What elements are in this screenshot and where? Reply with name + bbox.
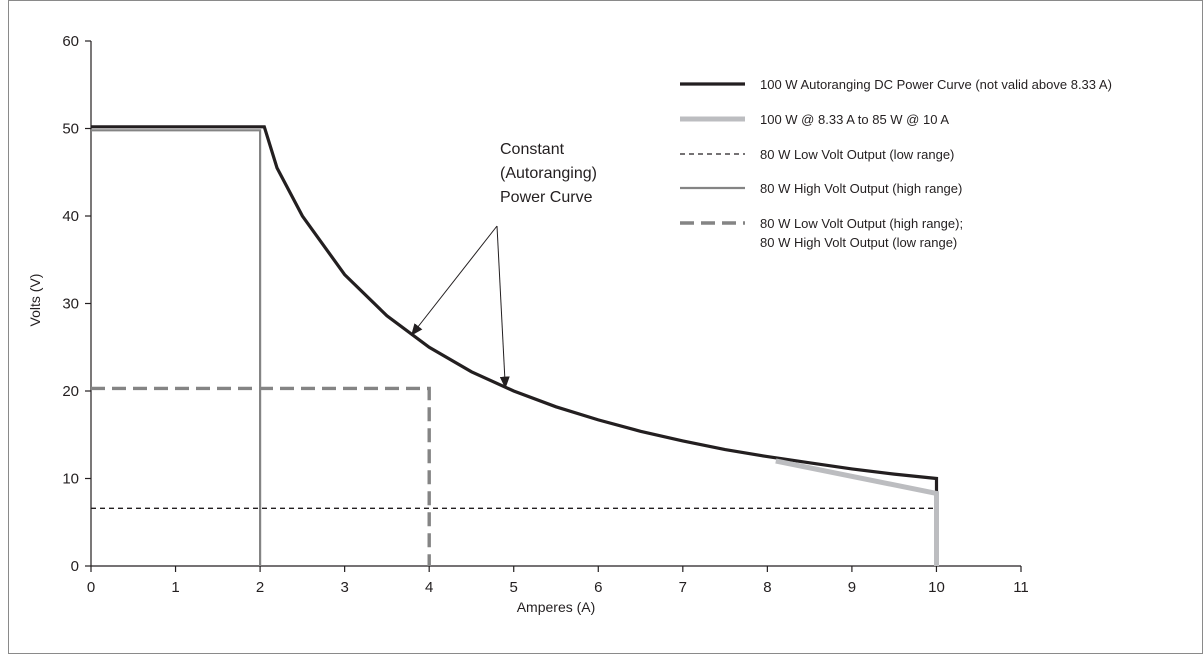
x-tick-label: 8: [763, 579, 771, 596]
x-tick-label: 9: [848, 579, 856, 596]
x-tick-label: 4: [425, 579, 433, 596]
y-tick-label: 40: [62, 208, 79, 225]
annotation-arrow: [496, 225, 510, 389]
x-tick-label: 1: [171, 579, 179, 596]
y-axis-label: Volts (V): [27, 274, 43, 327]
x-tick-label: 11: [1013, 579, 1029, 596]
legend-label: 100 W @ 8.33 A to 85 W @ 10 A: [760, 112, 949, 127]
legend: 100 W Autoranging DC Power Curve (not va…: [680, 77, 1112, 250]
chart-frame: [8, 0, 1203, 654]
y-tick-label: 20: [62, 383, 79, 400]
legend-label: 80 W Low Volt Output (high range);: [760, 216, 963, 231]
series-line-3: [91, 129, 262, 566]
annotation-line: (Autoranging): [500, 165, 597, 182]
x-tick-label: 7: [679, 579, 687, 596]
y-tick-label: 0: [71, 558, 79, 575]
series-layer: [91, 125, 939, 566]
x-axis-label: Amperes (A): [517, 599, 596, 615]
y-tick-label: 50: [62, 121, 79, 138]
x-ticks: 0 1 2 3 4 5 6 7 8 9 10 11: [87, 566, 1029, 596]
series-line-0: [91, 125, 939, 566]
x-tick-label: 0: [87, 579, 95, 596]
annotation-line: Power Curve: [500, 189, 593, 206]
y-ticks: 0 10 20 30 40 50 60: [62, 33, 91, 575]
x-tick-label: 3: [340, 579, 348, 596]
y-tick-label: 30: [62, 296, 79, 313]
x-tick-label: 2: [256, 579, 264, 596]
legend-label: 80 W Low Volt Output (low range): [760, 147, 954, 162]
x-tick-label: 5: [510, 579, 518, 596]
legend-label: 100 W Autoranging DC Power Curve (not va…: [760, 77, 1112, 92]
y-tick-label: 10: [62, 471, 79, 488]
legend-label: 80 W High Volt Output (high range): [760, 181, 962, 196]
y-tick-label: 60: [62, 33, 79, 50]
annotation-arrow: [411, 225, 498, 336]
series-line-1: [775, 458, 939, 566]
x-tick-label: 10: [928, 579, 945, 596]
series-line-4: [91, 386, 431, 566]
annotation: Constant (Autoranging) Power Curve: [411, 141, 597, 389]
legend-label-line2: 80 W High Volt Output (low range): [760, 235, 957, 250]
x-tick-label: 6: [594, 579, 602, 596]
annotation-line: Constant: [500, 141, 565, 158]
